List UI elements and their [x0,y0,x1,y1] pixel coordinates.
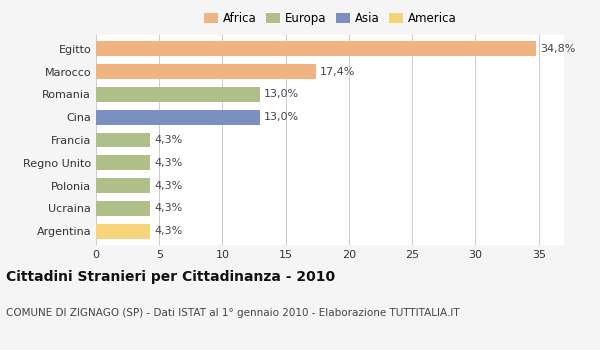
Bar [96,178,151,193]
Bar [96,224,151,239]
Bar [96,87,260,102]
Text: 4,3%: 4,3% [154,158,182,168]
Text: 4,3%: 4,3% [154,203,182,214]
Text: 17,4%: 17,4% [320,66,355,77]
Bar [96,155,151,170]
Text: 4,3%: 4,3% [154,135,182,145]
Text: 4,3%: 4,3% [154,226,182,236]
Bar [96,133,151,147]
Text: 13,0%: 13,0% [264,112,299,122]
Bar [96,201,151,216]
Text: Cittadini Stranieri per Cittadinanza - 2010: Cittadini Stranieri per Cittadinanza - 2… [6,270,335,284]
Bar [96,64,316,79]
Text: COMUNE DI ZIGNAGO (SP) - Dati ISTAT al 1° gennaio 2010 - Elaborazione TUTTITALIA: COMUNE DI ZIGNAGO (SP) - Dati ISTAT al 1… [6,308,460,318]
Bar [96,41,536,56]
Text: 4,3%: 4,3% [154,181,182,191]
Text: 13,0%: 13,0% [264,89,299,99]
Bar [96,110,260,125]
Legend: Africa, Europa, Asia, America: Africa, Europa, Asia, America [203,12,457,25]
Text: 34,8%: 34,8% [540,44,575,54]
